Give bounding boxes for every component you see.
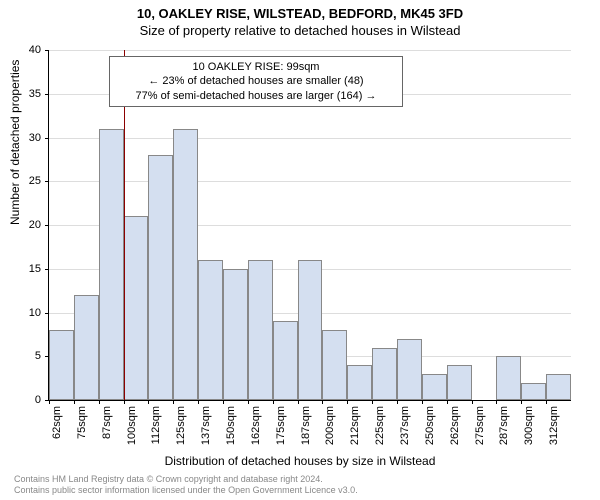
histogram-bar: [397, 339, 422, 400]
x-tick-label: 62sqm: [51, 406, 63, 456]
x-tick-label: 275sqm: [474, 406, 486, 456]
histogram-bar: [248, 260, 273, 400]
histogram-bar: [74, 295, 99, 400]
chart-area: 051015202530354062sqm75sqm87sqm100sqm112…: [48, 50, 570, 400]
y-tick-mark: [45, 50, 49, 51]
x-tick-label: 175sqm: [275, 406, 287, 456]
x-tick-label: 125sqm: [175, 406, 187, 456]
x-tick-mark: [248, 400, 249, 404]
histogram-bar: [447, 365, 472, 400]
x-tick-label: 87sqm: [101, 406, 113, 456]
x-tick-mark: [223, 400, 224, 404]
x-tick-mark: [347, 400, 348, 404]
x-tick-label: 312sqm: [548, 406, 560, 456]
histogram-bar: [298, 260, 323, 400]
x-tick-mark: [49, 400, 50, 404]
y-tick-mark: [45, 313, 49, 314]
y-tick-mark: [45, 138, 49, 139]
y-tick-label: 5: [11, 350, 41, 362]
y-tick-mark: [45, 225, 49, 226]
y-tick-label: 10: [11, 307, 41, 319]
x-tick-label: 200sqm: [324, 406, 336, 456]
x-tick-mark: [372, 400, 373, 404]
footer-line2: Contains public sector information licen…: [14, 485, 358, 496]
histogram-bar: [49, 330, 74, 400]
x-tick-label: 212sqm: [349, 406, 361, 456]
x-tick-label: 237sqm: [399, 406, 411, 456]
y-tick-mark: [45, 181, 49, 182]
x-tick-label: 112sqm: [150, 406, 162, 456]
annotation-box: 10 OAKLEY RISE: 99sqm← 23% of detached h…: [109, 56, 403, 107]
x-tick-label: 75sqm: [76, 406, 88, 456]
x-tick-label: 162sqm: [250, 406, 262, 456]
grid-line: [49, 138, 571, 139]
x-tick-label: 225sqm: [374, 406, 386, 456]
histogram-bar: [347, 365, 372, 400]
histogram-bar: [148, 155, 173, 400]
x-tick-mark: [298, 400, 299, 404]
x-tick-mark: [273, 400, 274, 404]
x-tick-mark: [198, 400, 199, 404]
y-tick-label: 20: [11, 219, 41, 231]
annotation-line: ← 23% of detached houses are smaller (48…: [116, 74, 396, 88]
grid-line: [49, 181, 571, 182]
y-tick-label: 0: [11, 394, 41, 406]
chart-title-main: 10, OAKLEY RISE, WILSTEAD, BEDFORD, MK45…: [0, 0, 600, 21]
footer-attribution: Contains HM Land Registry data © Crown c…: [14, 474, 358, 496]
x-tick-label: 137sqm: [200, 406, 212, 456]
histogram-bar: [422, 374, 447, 400]
x-tick-mark: [173, 400, 174, 404]
x-tick-mark: [496, 400, 497, 404]
x-tick-mark: [546, 400, 547, 404]
footer-line1: Contains HM Land Registry data © Crown c…: [14, 474, 358, 485]
histogram-bar: [173, 129, 198, 400]
plot-region: 051015202530354062sqm75sqm87sqm100sqm112…: [48, 50, 571, 401]
histogram-bar: [99, 129, 124, 400]
x-tick-mark: [99, 400, 100, 404]
x-tick-mark: [74, 400, 75, 404]
x-tick-label: 100sqm: [126, 406, 138, 456]
y-tick-mark: [45, 269, 49, 270]
chart-container: 10, OAKLEY RISE, WILSTEAD, BEDFORD, MK45…: [0, 0, 600, 500]
x-tick-mark: [124, 400, 125, 404]
y-tick-label: 35: [11, 88, 41, 100]
histogram-bar: [322, 330, 347, 400]
y-tick-label: 40: [11, 44, 41, 56]
x-tick-label: 150sqm: [225, 406, 237, 456]
x-tick-mark: [148, 400, 149, 404]
x-axis-label: Distribution of detached houses by size …: [0, 454, 600, 468]
y-tick-mark: [45, 94, 49, 95]
histogram-bar: [372, 348, 397, 401]
chart-title-sub: Size of property relative to detached ho…: [0, 21, 600, 38]
annotation-line: 77% of semi-detached houses are larger (…: [116, 89, 396, 103]
x-tick-mark: [521, 400, 522, 404]
histogram-bar: [198, 260, 223, 400]
x-tick-label: 187sqm: [300, 406, 312, 456]
x-tick-label: 262sqm: [449, 406, 461, 456]
histogram-bar: [124, 216, 149, 400]
histogram-bar: [546, 374, 571, 400]
x-tick-mark: [422, 400, 423, 404]
x-tick-mark: [447, 400, 448, 404]
x-tick-label: 300sqm: [523, 406, 535, 456]
annotation-line: 10 OAKLEY RISE: 99sqm: [116, 60, 396, 74]
grid-line: [49, 50, 571, 51]
histogram-bar: [223, 269, 248, 400]
y-tick-label: 30: [11, 132, 41, 144]
y-tick-label: 15: [11, 263, 41, 275]
x-tick-mark: [322, 400, 323, 404]
histogram-bar: [273, 321, 298, 400]
x-tick-label: 287sqm: [498, 406, 510, 456]
y-tick-label: 25: [11, 175, 41, 187]
histogram-bar: [521, 383, 546, 401]
x-tick-mark: [397, 400, 398, 404]
x-tick-mark: [472, 400, 473, 404]
histogram-bar: [496, 356, 521, 400]
x-tick-label: 250sqm: [424, 406, 436, 456]
